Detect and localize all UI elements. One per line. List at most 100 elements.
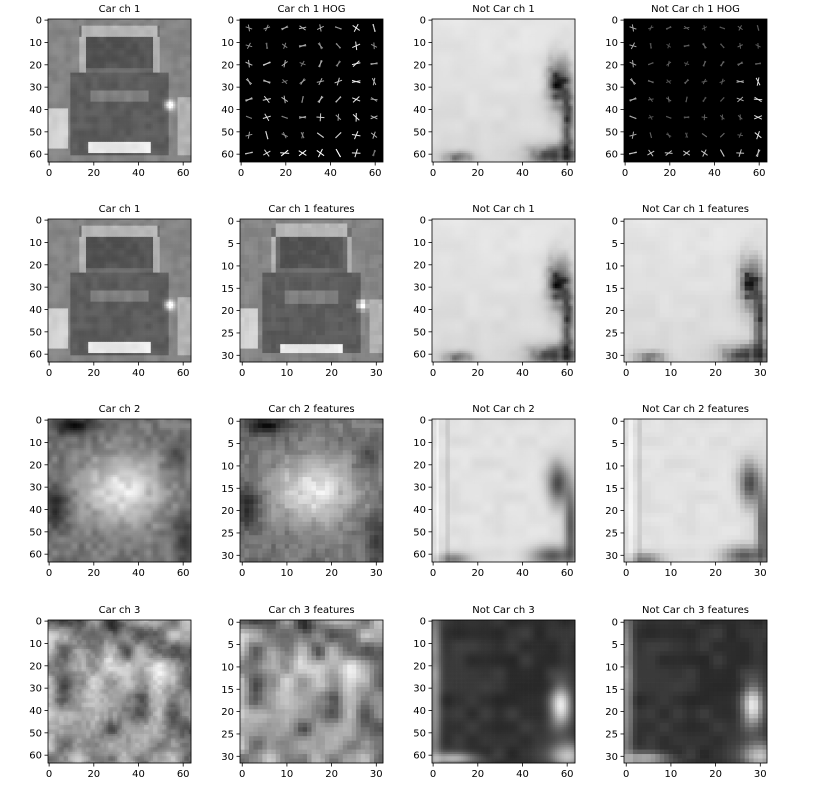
x-tick-label: 20 bbox=[709, 769, 722, 780]
y-tick-label: 0 bbox=[612, 417, 618, 428]
y-tick-label: 40 bbox=[221, 105, 234, 116]
x-tick-label: 20 bbox=[87, 168, 100, 179]
y-tick-label: 30 bbox=[413, 684, 426, 695]
y-tick-label: 10 bbox=[29, 38, 42, 49]
x-tick-label: 0 bbox=[623, 568, 629, 579]
y-tick-label: 60 bbox=[605, 150, 618, 161]
y-tick-label: 0 bbox=[228, 417, 234, 428]
y-tick-label: 25 bbox=[605, 528, 618, 539]
y-tick-label: 30 bbox=[605, 752, 618, 763]
y-tick-label: 10 bbox=[605, 38, 618, 49]
x-tick-label: 20 bbox=[471, 568, 484, 579]
image-pixels bbox=[240, 419, 383, 562]
y-tick-label: 20 bbox=[413, 260, 426, 271]
y-tick-label: 50 bbox=[29, 327, 42, 338]
x-tick-label: 10 bbox=[665, 769, 678, 780]
x-tick-label: 30 bbox=[370, 769, 383, 780]
x-tick-label: 10 bbox=[665, 568, 678, 579]
y-tick-label: 0 bbox=[36, 617, 42, 628]
y-tick-label: 10 bbox=[413, 38, 426, 49]
x-tick-label: 0 bbox=[622, 168, 628, 179]
y-tick-label: 20 bbox=[29, 661, 42, 672]
x-tick-label: 0 bbox=[623, 368, 629, 379]
x-tick-label: 0 bbox=[46, 769, 52, 780]
x-tick-label: 60 bbox=[177, 368, 190, 379]
y-tick-label: 60 bbox=[221, 150, 234, 161]
y-tick-label: 0 bbox=[228, 618, 234, 629]
x-tick-label: 40 bbox=[516, 168, 529, 179]
x-tick-label: 60 bbox=[561, 568, 574, 579]
y-tick-label: 40 bbox=[29, 105, 42, 116]
x-tick-label: 0 bbox=[239, 568, 245, 579]
x-tick-label: 40 bbox=[516, 568, 529, 579]
y-tick-label: 5 bbox=[228, 640, 234, 651]
y-tick-label: 30 bbox=[605, 551, 618, 562]
y-tick-label: 30 bbox=[221, 83, 234, 94]
y-tick-label: 15 bbox=[605, 484, 618, 495]
y-tick-label: 60 bbox=[29, 550, 42, 561]
y-tick-label: 30 bbox=[413, 483, 426, 494]
y-tick-label: 30 bbox=[29, 483, 42, 494]
y-tick-label: 0 bbox=[420, 416, 426, 427]
x-tick-label: 40 bbox=[516, 769, 529, 780]
y-tick-label: 40 bbox=[413, 706, 426, 717]
x-tick-label: 60 bbox=[561, 368, 574, 379]
x-tick-label: 20 bbox=[709, 368, 722, 379]
y-tick-label: 20 bbox=[221, 306, 234, 317]
y-tick-label: 10 bbox=[605, 261, 618, 272]
x-tick-label: 40 bbox=[132, 368, 145, 379]
y-tick-label: 30 bbox=[221, 551, 234, 562]
y-tick-label: 5 bbox=[612, 640, 618, 651]
y-tick-label: 10 bbox=[29, 238, 42, 249]
x-tick-label: 10 bbox=[665, 368, 678, 379]
y-tick-label: 10 bbox=[29, 639, 42, 650]
x-tick-label: 60 bbox=[561, 168, 574, 179]
panel-title: Not Car ch 1 bbox=[472, 204, 534, 215]
x-tick-label: 0 bbox=[430, 769, 436, 780]
y-tick-label: 0 bbox=[420, 216, 426, 227]
y-tick-label: 50 bbox=[29, 728, 42, 739]
y-tick-label: 25 bbox=[221, 528, 234, 539]
x-tick-label: 60 bbox=[177, 568, 190, 579]
x-tick-label: 10 bbox=[281, 568, 294, 579]
image-pixels bbox=[432, 620, 575, 763]
y-tick-label: 60 bbox=[413, 150, 426, 161]
y-tick-label: 15 bbox=[605, 685, 618, 696]
y-tick-label: 10 bbox=[221, 261, 234, 272]
y-tick-label: 30 bbox=[605, 351, 618, 362]
y-tick-label: 10 bbox=[413, 639, 426, 650]
y-tick-label: 25 bbox=[221, 328, 234, 339]
x-tick-label: 30 bbox=[754, 769, 767, 780]
x-tick-label: 40 bbox=[132, 568, 145, 579]
panel-title: Car ch 1 features bbox=[268, 204, 354, 215]
y-tick-label: 40 bbox=[29, 706, 42, 717]
y-tick-label: 0 bbox=[36, 416, 42, 427]
y-tick-label: 15 bbox=[221, 685, 234, 696]
image-pixels bbox=[240, 19, 383, 162]
x-tick-label: 10 bbox=[281, 368, 294, 379]
x-tick-label: 40 bbox=[132, 168, 145, 179]
y-tick-label: 20 bbox=[221, 506, 234, 517]
x-tick-label: 0 bbox=[46, 168, 52, 179]
y-tick-label: 0 bbox=[612, 217, 618, 228]
y-tick-label: 15 bbox=[221, 484, 234, 495]
x-tick-label: 20 bbox=[709, 568, 722, 579]
y-tick-label: 10 bbox=[413, 438, 426, 449]
panel-title: Car ch 3 bbox=[99, 605, 141, 616]
x-tick-label: 20 bbox=[325, 368, 338, 379]
x-tick-label: 30 bbox=[754, 368, 767, 379]
y-tick-label: 0 bbox=[228, 16, 234, 27]
y-tick-label: 25 bbox=[605, 729, 618, 740]
y-tick-label: 0 bbox=[420, 16, 426, 27]
y-tick-label: 20 bbox=[29, 460, 42, 471]
panel-title: Not Car ch 3 bbox=[472, 605, 534, 616]
x-tick-label: 0 bbox=[239, 368, 245, 379]
y-tick-label: 50 bbox=[221, 127, 234, 138]
y-tick-label: 25 bbox=[221, 729, 234, 740]
